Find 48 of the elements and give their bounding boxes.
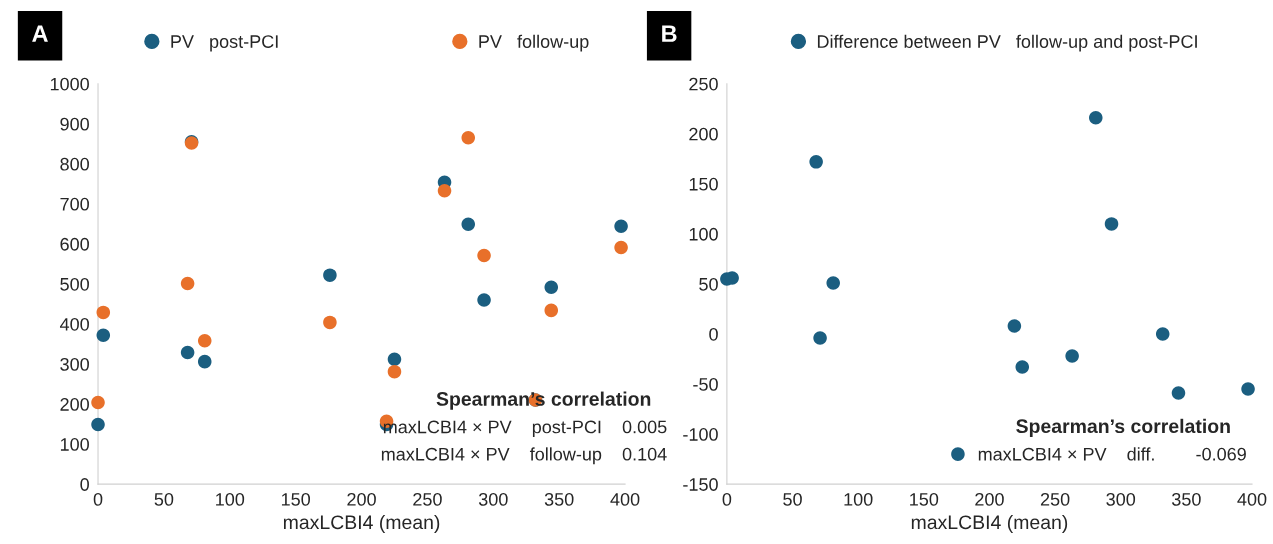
legend-label: Difference between PV follow-up and post-PCI [817,34,1197,52]
x-tick-label: 100 [216,492,245,506]
y-tick-label: 100 [689,227,718,241]
y-tick-label: 0 [80,478,89,491]
x-tick-label: 300 [1106,492,1136,506]
text: B [662,25,677,42]
x-tick-label: 350 [1171,492,1201,506]
x-tick-label: 400 [1237,492,1267,506]
x-tick-label: 400 [610,492,640,506]
x-tick-label: 300 [478,492,508,506]
x-tick-label: 150 [281,492,311,506]
y-tick-label: -50 [693,378,718,391]
y-tick-label: 400 [59,317,89,331]
y-tick-label: 600 [60,237,89,251]
x-tick-label: 150 [910,492,939,506]
annotation: maxLCBI4 × PV diff. -0.069 [978,447,1246,461]
x-tick-label: 0 [93,492,103,506]
y-tick-label: 200 [689,127,718,141]
y-tick-label: 500 [60,277,89,291]
legend-label: PV follow-up [479,34,589,52]
annotation: maxLCBI4 × PV follow-up 0.104 [381,447,667,465]
x-tick-label: 50 [154,492,174,506]
y-tick-label: 150 [689,177,718,191]
y-tick-label: 100 [60,438,89,451]
x-axis-title: maxLCBI4 (mean) [283,514,440,533]
y-tick-label: -100 [683,428,718,441]
x-tick-label: 50 [783,492,802,506]
text: A [32,25,48,42]
x-tick-label: 100 [844,492,873,506]
legend-label: PV post-PCI [171,35,278,52]
y-tick-label: 700 [60,197,89,211]
y-tick-label: 50 [699,277,718,291]
x-tick-label: 200 [347,492,376,506]
y-tick-label: 200 [60,398,89,411]
annotation: Spearman’s correlation [1016,418,1230,437]
x-tick-label: 250 [413,492,442,506]
x-tick-label: 200 [975,492,1004,506]
y-tick-label: 0 [709,327,718,341]
y-tick-label: -150 [683,478,718,491]
x-axis-title: maxLCBI4 (mean) [911,514,1068,533]
y-tick-label: 300 [60,357,89,371]
y-tick-label: 800 [60,157,89,171]
x-tick-label: 250 [1040,492,1070,506]
y-tick-label: 1000 [50,77,89,91]
x-tick-label: 350 [544,492,574,506]
y-tick-label: 250 [689,77,718,91]
x-tick-label: 0 [722,492,732,506]
y-tick-label: 900 [60,117,89,131]
